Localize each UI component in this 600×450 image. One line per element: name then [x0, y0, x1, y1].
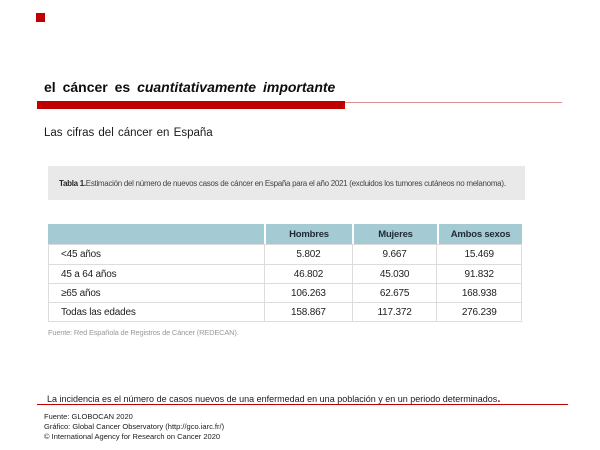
incidence-definition: La incidencia es el número de casos nuev…: [47, 393, 500, 405]
accent-square: [36, 13, 45, 22]
title-underline-thin-rule: [345, 102, 562, 103]
table-caption-label: Tabla 1.: [59, 178, 86, 188]
page-title: el cáncer es cuantitativamente important…: [44, 79, 335, 95]
title-underline-bar: [37, 101, 345, 109]
cell-hombres: 106.263: [264, 284, 352, 302]
table-caption-box: Tabla 1. Estimación del número de nuevos…: [48, 166, 525, 200]
row-label: <45 años: [61, 249, 101, 260]
data-table: Hombres Mujeres Ambos sexos <45 años 5.8…: [48, 224, 522, 322]
table-row: 45 a 64 años 46.802 45.030 91.832: [49, 264, 521, 283]
cell-ambos-sexos: 91.832: [436, 265, 521, 283]
footer-line-grafico: Gráfico: Global Cancer Observatory (http…: [44, 422, 225, 431]
cell-hombres: 5.802: [264, 245, 352, 264]
table-row: ≥65 años 106.263 62.675 168.938: [49, 283, 521, 302]
cell-mujeres: 62.675: [351, 284, 437, 302]
cell-hombres: 46.802: [264, 265, 352, 283]
cell-mujeres: 117.372: [351, 303, 437, 321]
table-header-mujeres: Mujeres: [352, 224, 437, 244]
cell-ambos-sexos: 15.469: [436, 245, 521, 264]
footer-line-fuente: Fuente: GLOBOCAN 2020: [44, 412, 133, 421]
title-italic-text: cuantitativamente importante: [137, 79, 336, 95]
title-regular-text: el cáncer es: [44, 79, 138, 95]
table-header-empty: [48, 224, 264, 244]
incidence-definition-text: La incidencia es el número de casos nuev…: [47, 394, 498, 404]
table-header-hombres: Hombres: [264, 224, 352, 244]
row-label: ≥65 años: [61, 287, 101, 299]
cell-hombres: 158.867: [264, 303, 352, 321]
cell-mujeres: 45.030: [351, 265, 437, 283]
table-row: <45 años 5.802 9.667 15.469: [49, 245, 521, 264]
table-source-note: Fuente: Red Española de Registros de Cán…: [48, 328, 239, 337]
table-row: Todas las edades 158.867 117.372 276.239: [49, 302, 521, 321]
row-label: Todas las edades: [61, 306, 136, 318]
row-label: 45 a 64 años: [61, 268, 117, 280]
footer: Fuente: GLOBOCAN 2020 Gráfico: Global Ca…: [44, 412, 224, 442]
subtitle: Las cifras del cáncer en España: [44, 127, 213, 139]
incidence-definition-period: .: [497, 393, 501, 405]
table-header-ambos-sexos: Ambos sexos: [437, 224, 522, 244]
table-body: <45 años 5.802 9.667 15.469 45 a 64 años…: [48, 244, 522, 322]
table-caption-text: Estimación del número de nuevos casos de…: [85, 178, 506, 188]
definition-red-rule: [37, 404, 568, 405]
cell-ambos-sexos: 168.938: [436, 284, 521, 302]
footer-line-copyright: © International Agency for Research on C…: [44, 432, 221, 441]
table-header-row: Hombres Mujeres Ambos sexos: [48, 224, 522, 244]
cell-ambos-sexos: 276.239: [436, 303, 521, 321]
cell-mujeres: 9.667: [351, 245, 437, 264]
